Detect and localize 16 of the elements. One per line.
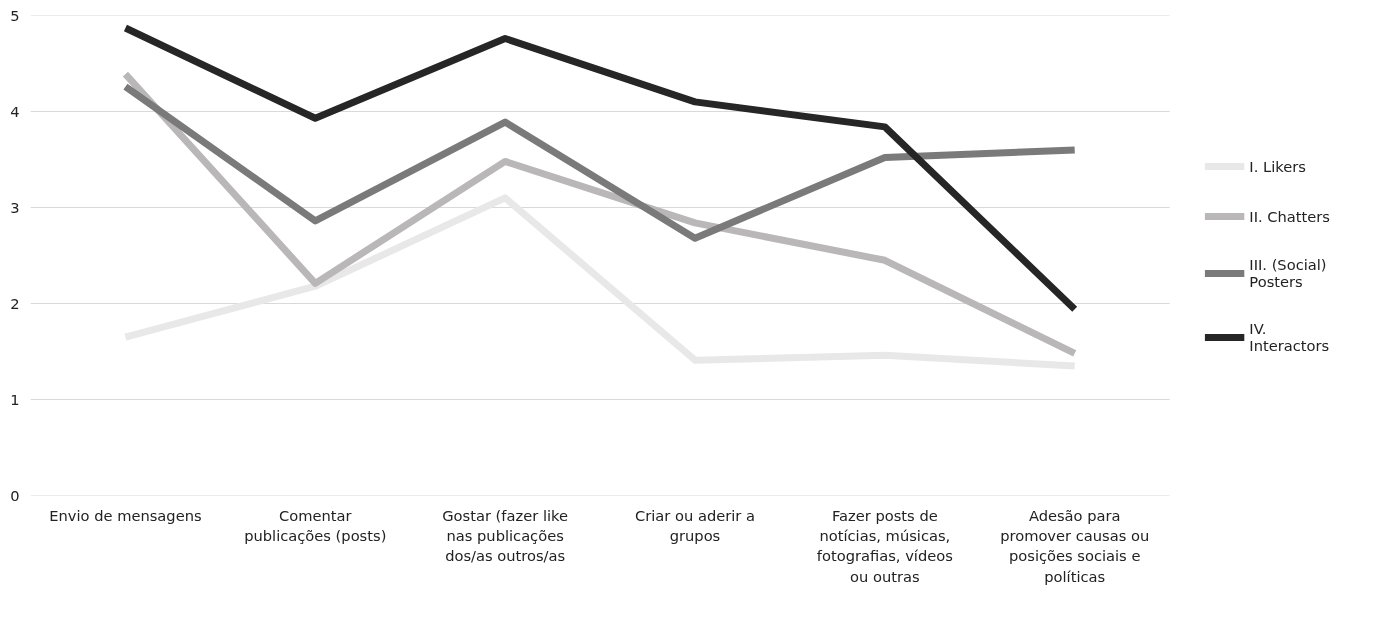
legend-label: II. Chatters: [1249, 207, 1330, 225]
y-tick-label: 5: [10, 6, 20, 24]
y-tick-label: 1: [10, 390, 20, 408]
legend-label: I. Likers: [1249, 157, 1306, 175]
legend-label: IV. Interactors: [1249, 320, 1330, 354]
y-tick-label: 4: [10, 102, 20, 120]
y-tick-label: 0: [10, 486, 20, 504]
x-tick-label: Envio de mensagens: [49, 506, 202, 524]
x-tick-label: Gostar (fazer like nas publicações dos/as outros/as: [442, 506, 569, 565]
x-tick-label: Fazer posts de notícias, músicas, fotografias, vídeos ou outras: [816, 506, 953, 585]
y-tick-label: 2: [10, 294, 20, 312]
y-tick-label: 3: [10, 198, 20, 216]
x-tick-label: Adesão para promover causas ou posições sociais e políticas: [1000, 506, 1150, 585]
legend-label: III. (Social) Posters: [1249, 256, 1327, 290]
x-tick-label: Comentar publicações (posts): [244, 506, 387, 544]
x-tick-label: Criar ou aderir a grupos: [635, 506, 755, 544]
